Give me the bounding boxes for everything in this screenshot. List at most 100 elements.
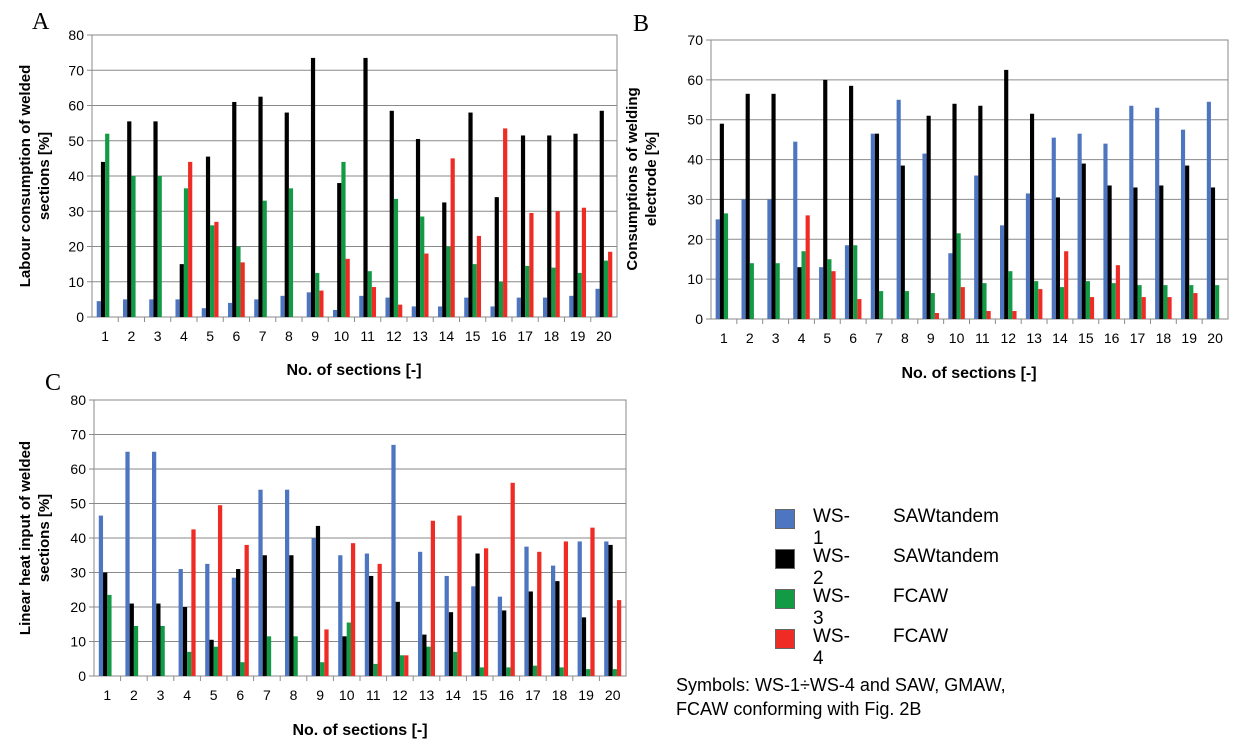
bar-ws-3 (105, 133, 110, 317)
bar-ws-3 (1163, 285, 1168, 319)
bar-ws-2 (900, 165, 905, 319)
bar-ws-2 (1159, 185, 1164, 319)
y-tick-label: 60 (68, 98, 84, 114)
bar-ws-3 (879, 291, 884, 319)
bar-ws-1 (227, 302, 233, 317)
bar-ws-2 (284, 112, 289, 317)
bar-ws-3 (160, 625, 165, 676)
bar-ws-2 (978, 105, 983, 319)
bar-ws-2 (100, 161, 106, 317)
chart-panel-a: A 0 10 20 30 40 50 60 70 80 1 2 3 4 5 6 7 8 9 10 11 12 13 14 15… (0, 0, 625, 390)
bar-ws-3 (373, 663, 378, 676)
legend-method-label: SAWtandem (893, 506, 999, 527)
legend-method-label: FCAW (893, 626, 949, 647)
bar-ws-1 (1180, 129, 1186, 319)
bar-ws-4 (191, 529, 196, 676)
x-tick-label: 9 (316, 687, 324, 703)
bar-ws-1 (417, 551, 423, 676)
bar-ws-4 (590, 527, 595, 676)
bar-ws-3 (982, 283, 987, 319)
bar-ws-4 (450, 158, 455, 317)
bar-ws-1 (1129, 105, 1134, 319)
x-tick-label: 3 (157, 687, 165, 703)
bar-ws-1 (205, 563, 210, 676)
y-tick-label: 80 (68, 27, 84, 43)
bar-ws-4 (1141, 297, 1146, 319)
bar-ws-3 (236, 246, 241, 317)
bar-ws-2 (823, 79, 828, 319)
bar-ws-1 (338, 555, 343, 676)
x-tick-label: 1 (101, 328, 109, 344)
bar-ws-3 (551, 267, 556, 317)
bar-ws-3 (426, 646, 431, 676)
bar-ws-1 (178, 569, 183, 676)
x-tick-label: 18 (544, 328, 560, 344)
bar-ws-1 (819, 267, 824, 319)
x-tick-label: 6 (236, 687, 244, 703)
bar-ws-1 (974, 175, 979, 319)
bar-ws-1 (311, 538, 316, 676)
x-tick-label: 6 (232, 328, 240, 344)
x-tick-label: 13 (419, 687, 435, 703)
symbols-note-line-1: Symbols: WS-1÷WS-4 and SAW, GMAW, (676, 675, 1006, 695)
bar-ws-4 (1038, 289, 1043, 319)
x-tick-label: 19 (570, 328, 586, 344)
legend-series-label: WS-3 (813, 586, 850, 629)
bar-ws-3 (367, 271, 372, 317)
bar-ws-3 (341, 161, 346, 317)
bar-ws-4 (345, 258, 350, 317)
bar-ws-4 (934, 313, 939, 319)
y-tick-label: 20 (70, 599, 86, 615)
bar-ws-4 (805, 215, 810, 319)
bar-ws-3 (187, 651, 192, 676)
bar-ws-1 (1155, 107, 1160, 319)
bar-ws-2 (103, 572, 108, 676)
bar-ws-2 (1081, 163, 1086, 319)
bar-ws-4 (483, 548, 489, 676)
bar-ws-3 (603, 260, 609, 317)
bar-ws-2 (363, 57, 368, 317)
bar-ws-4 (404, 655, 409, 676)
bar-ws-3 (293, 636, 298, 676)
legend-series-label: WS-2 (813, 546, 850, 589)
bar-ws-3 (288, 188, 294, 317)
bar-ws-2 (1210, 187, 1216, 319)
bar-ws-4 (1064, 251, 1069, 319)
bar-ws-4 (476, 235, 482, 317)
bar-ws-1 (741, 199, 746, 319)
legend-series-label: WS-1 (813, 506, 850, 549)
bar-ws-3 (1085, 281, 1090, 319)
x-axis-label: No. of sections [-] (286, 362, 421, 379)
bar-ws-2 (520, 135, 526, 317)
bar-ws-4 (986, 311, 991, 319)
bar-ws-2 (310, 57, 316, 317)
bar-ws-3 (1034, 281, 1039, 319)
x-tick-label: 20 (605, 687, 621, 703)
bar-ws-2 (745, 93, 750, 319)
bar-ws-1 (437, 306, 443, 317)
bar-ws-1 (464, 297, 469, 317)
bar-ws-2 (232, 101, 237, 317)
bar-ws-2 (771, 93, 776, 319)
bar-ws-3 (266, 636, 272, 676)
x-tick-label: 3 (772, 330, 780, 346)
y-tick-label: 0 (76, 309, 84, 325)
bar-ws-1 (550, 565, 556, 676)
bar-ws-1 (280, 295, 285, 317)
x-axis-label: No. of sections [-] (901, 365, 1036, 382)
bar-ws-1 (411, 306, 416, 317)
bar-ws-4 (555, 211, 560, 317)
bar-ws-1 (149, 299, 154, 317)
bar-ws-2 (1133, 187, 1138, 319)
x-tick-label: 15 (472, 687, 488, 703)
x-tick-label: 5 (206, 328, 214, 344)
bar-ws-1 (1000, 225, 1005, 319)
bar-ws-3 (420, 216, 425, 317)
x-tick-label: 11 (366, 687, 381, 703)
bar-ws-2 (581, 617, 587, 676)
x-tick-label: 8 (901, 330, 909, 346)
bar-ws-2 (448, 612, 454, 676)
bar-ws-1 (524, 546, 529, 676)
